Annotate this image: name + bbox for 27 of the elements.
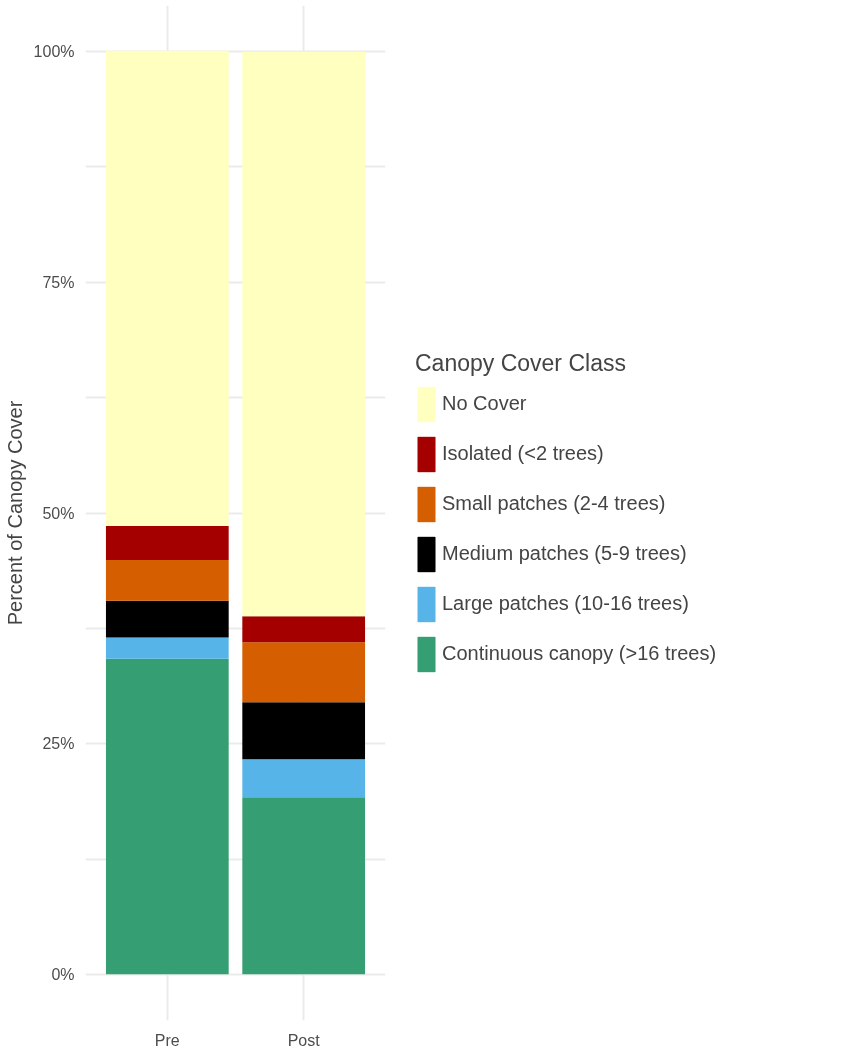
bar xyxy=(105,658,229,975)
y-axis-title: Percent of Canopy Cover xyxy=(3,400,26,626)
bar xyxy=(105,600,229,638)
legend-label: Continuous canopy (>16 trees) xyxy=(442,641,717,666)
y-tick-label: 0% xyxy=(51,965,75,983)
y-tick-label: 100% xyxy=(33,43,75,61)
y-tick-label: 75% xyxy=(42,273,75,291)
bar xyxy=(105,525,229,561)
legend-label: Small patches (2-4 trees) xyxy=(442,491,666,516)
bar xyxy=(105,637,229,659)
y-tick-label: 50% xyxy=(42,504,75,522)
legend-label: Isolated (<2 trees) xyxy=(442,441,604,466)
bar xyxy=(105,560,229,601)
x-tick-label: Pre xyxy=(154,1031,180,1049)
bar xyxy=(242,797,366,975)
x-tick-label: Post xyxy=(287,1031,321,1049)
bar xyxy=(242,51,366,617)
legend-label: No Cover xyxy=(442,391,527,416)
bar xyxy=(105,50,229,526)
legend-title: Canopy Cover Class xyxy=(415,349,627,377)
bar xyxy=(242,759,366,798)
bar xyxy=(242,642,366,703)
y-tick-label: 25% xyxy=(42,735,75,753)
legend-label: Large patches (10-16 trees) xyxy=(442,591,689,616)
bar xyxy=(242,616,366,643)
bar xyxy=(242,702,366,760)
legend-label: Medium patches (5-9 trees) xyxy=(442,541,687,566)
